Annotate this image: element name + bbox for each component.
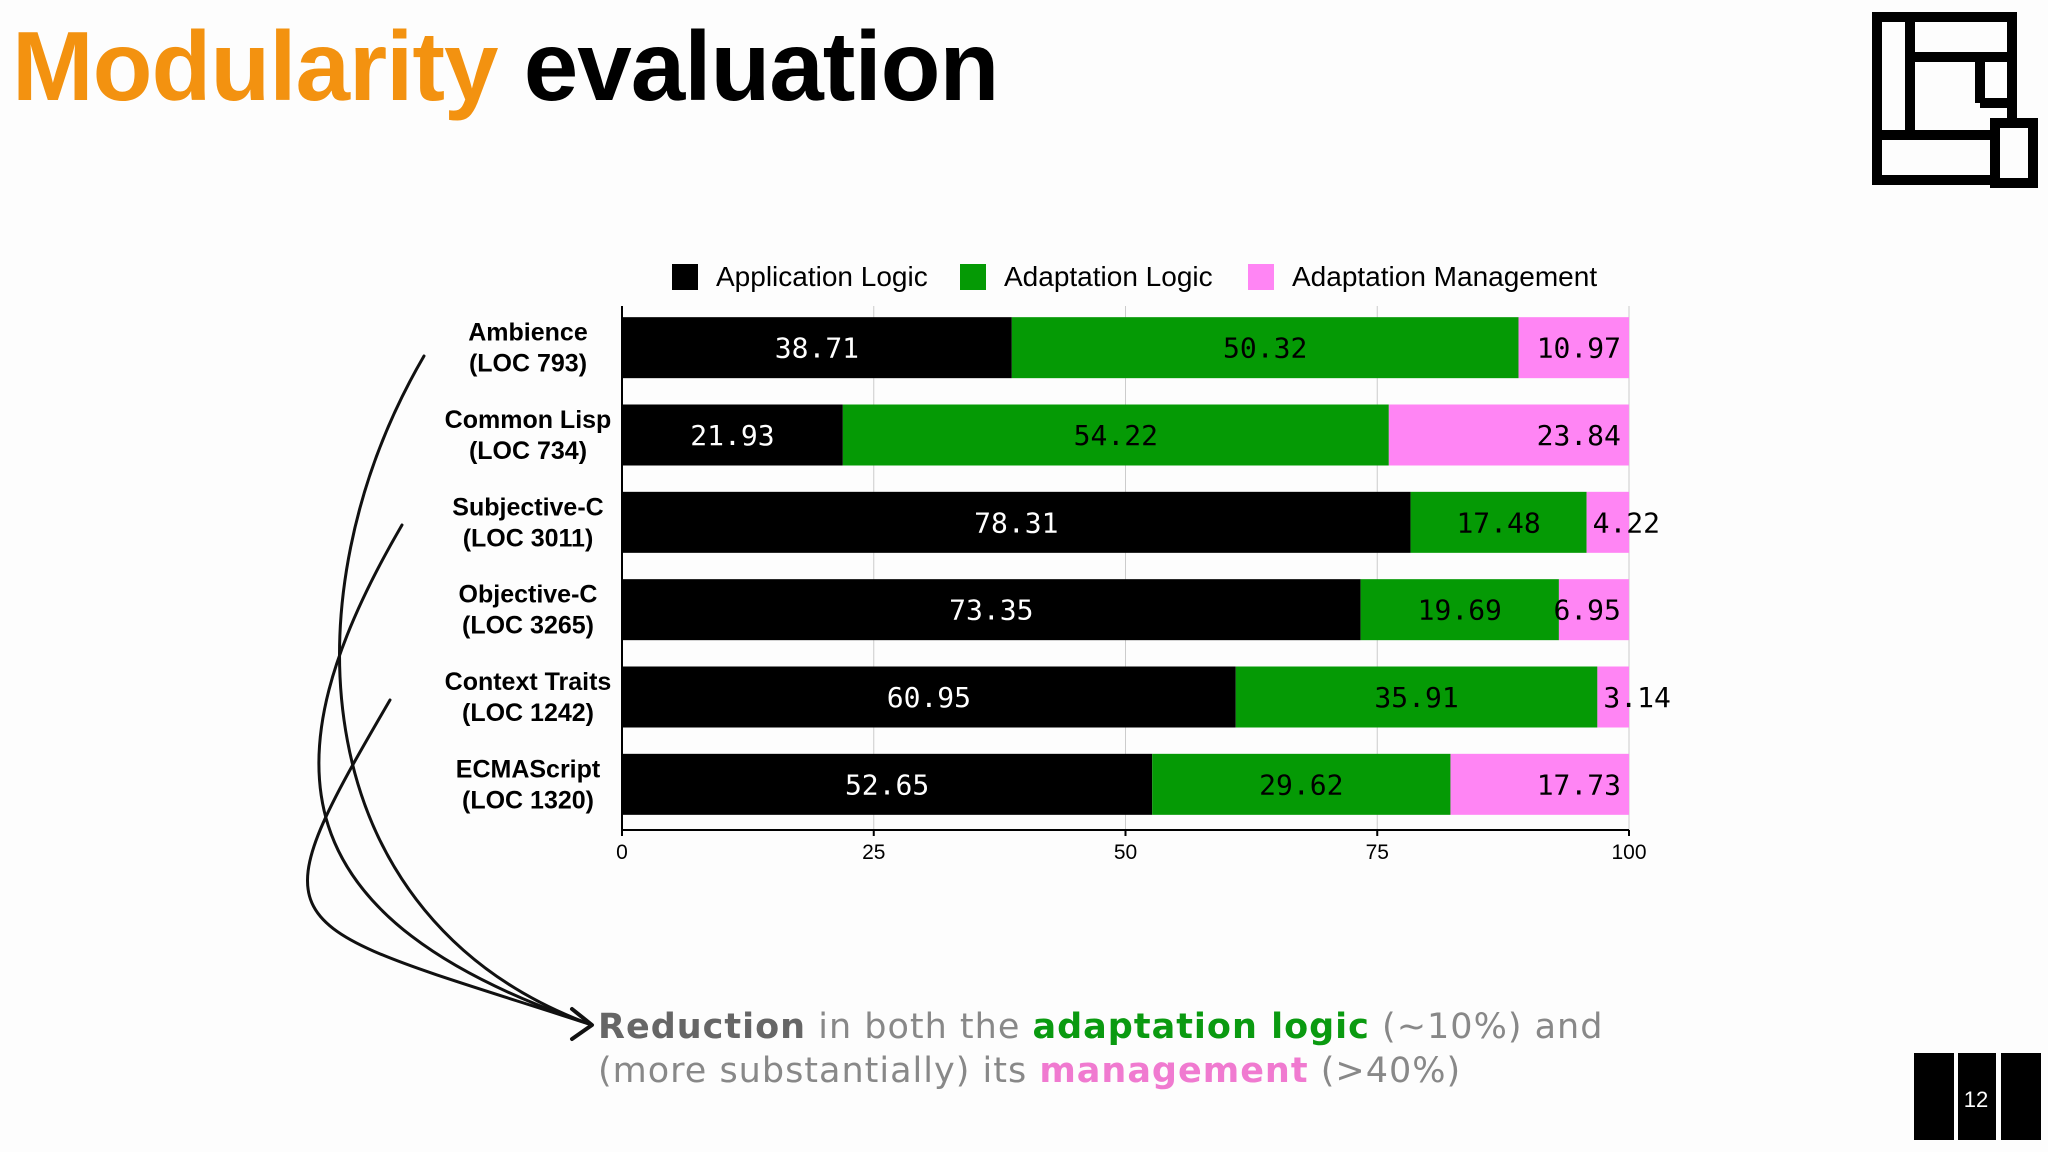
data-label: 4.22 [1593, 506, 1660, 539]
data-label: 50.32 [1223, 332, 1307, 365]
category-label: (LOC 1320) [462, 786, 594, 814]
slide-title: Modularity evaluation [12, 8, 1000, 126]
category-label: Common Lisp [445, 406, 612, 434]
caption-adaptation-logic: adaptation logic [1032, 1007, 1370, 1047]
arrow-head-icon [570, 1007, 594, 1041]
data-label: 3.14 [1603, 681, 1670, 714]
page-box-block [2001, 1053, 2041, 1140]
caption-line-1: Reduction in both the adaptation logic (… [598, 1005, 1603, 1049]
legend-swatch [672, 264, 698, 290]
data-label: 54.22 [1074, 419, 1158, 452]
x-tick-label: 75 [1366, 841, 1389, 864]
x-tick-label: 100 [1611, 841, 1646, 864]
bar-segment [622, 666, 1236, 728]
caption-reduction: Reduction [598, 1007, 807, 1047]
data-label: 60.95 [887, 681, 971, 714]
caption-text-1: in both the [806, 1007, 1033, 1047]
data-label: 23.84 [1537, 419, 1621, 452]
data-label: 38.71 [775, 332, 859, 365]
category-label: (LOC 793) [469, 350, 587, 378]
bar-segment [622, 404, 843, 466]
curved-arrow [338, 354, 594, 1027]
data-label: 17.48 [1456, 506, 1540, 539]
bar-segment [1558, 579, 1629, 641]
category-label: Ambience [468, 319, 588, 347]
data-label: 6.95 [1553, 594, 1620, 627]
caption-text-3: (more substantially) its [598, 1051, 1040, 1091]
page-box-block [1914, 1053, 1954, 1140]
data-label: 10.97 [1537, 332, 1621, 365]
legend-label: Adaptation Logic [1004, 261, 1213, 292]
caption-text-4: (>40%) [1308, 1051, 1462, 1091]
caption: Reduction in both the adaptation logic (… [598, 1005, 1603, 1093]
category-label: (LOC 734) [469, 437, 587, 465]
bar-segment [1450, 753, 1629, 815]
category-label: (LOC 1242) [462, 699, 594, 727]
category-label: (LOC 3011) [463, 524, 594, 552]
category-label: ECMAScript [456, 755, 601, 783]
legend-label: Adaptation Management [1292, 261, 1597, 292]
logo-icon [1872, 12, 2038, 188]
legend-label: Application Logic [716, 261, 928, 292]
x-tick-label: 50 [1114, 841, 1137, 864]
page-number: 12 [1963, 1087, 1989, 1112]
curved-arrow [306, 698, 594, 1027]
category-label: (LOC 3265) [462, 612, 594, 640]
data-label: 35.91 [1374, 681, 1458, 714]
bar-segment [1235, 666, 1598, 728]
data-label: 29.62 [1259, 768, 1343, 801]
bar-segment [622, 579, 1361, 641]
category-label: Objective-C [459, 581, 598, 609]
bar-segment [842, 404, 1389, 466]
bar-segment [622, 317, 1012, 379]
bar-segment [1152, 753, 1451, 815]
data-label: 78.31 [974, 506, 1058, 539]
x-tick-label: 25 [862, 841, 885, 864]
caption-line-2: (more substantially) its management (>40… [598, 1049, 1603, 1093]
bar-segment [1410, 491, 1587, 553]
legend-swatch [960, 264, 986, 290]
bar-segment [1597, 666, 1629, 728]
bar-segment [622, 491, 1411, 553]
page-number-box: 12 [1914, 1053, 2041, 1140]
data-label: 52.65 [845, 768, 929, 801]
bar-segment [1011, 317, 1519, 379]
title-accent: Modularity [12, 11, 498, 121]
bar-segment [1586, 491, 1630, 553]
curved-arrow [317, 523, 594, 1027]
data-label: 21.93 [690, 419, 774, 452]
bar-segment [1360, 579, 1559, 641]
caption-text-2: (~10%) and [1369, 1007, 1604, 1047]
category-label: Context Traits [445, 668, 612, 696]
title-rest: evaluation [523, 11, 1000, 121]
bar-segment [1388, 404, 1629, 466]
bar-segment [1518, 317, 1629, 379]
category-label: Subjective-C [452, 493, 603, 521]
legend-swatch [1248, 264, 1274, 290]
data-label: 17.73 [1537, 768, 1621, 801]
bar-segment [622, 753, 1153, 815]
caption-management: management [1039, 1051, 1309, 1091]
page-box-block [1958, 1053, 1996, 1140]
x-tick-label: 0 [616, 841, 628, 864]
data-label: 19.69 [1418, 594, 1502, 627]
data-label: 73.35 [949, 594, 1033, 627]
